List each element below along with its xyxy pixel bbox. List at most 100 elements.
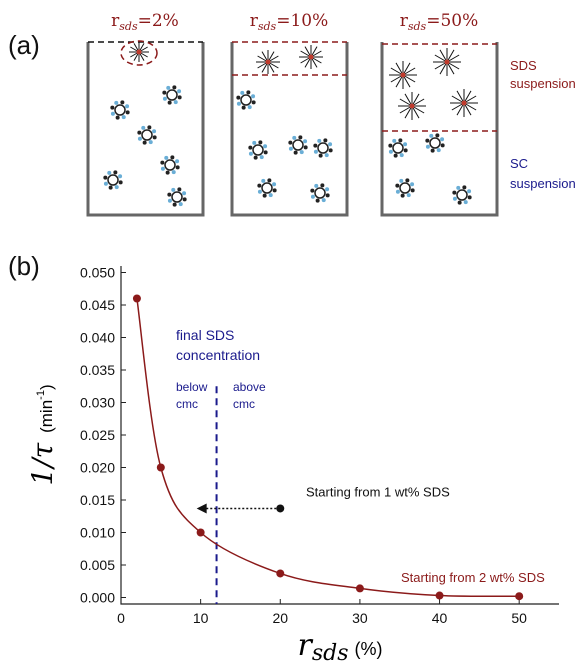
subscript: sds <box>119 20 138 33</box>
core <box>141 129 153 141</box>
interfaces <box>88 40 497 132</box>
panel-label: (a) <box>8 30 40 60</box>
highlight <box>120 40 158 66</box>
sc-particle <box>236 90 256 110</box>
surfactant <box>142 140 147 145</box>
surfactant <box>160 166 165 171</box>
surfactant <box>115 115 120 120</box>
surfactant <box>288 140 293 145</box>
surfactant <box>248 145 253 150</box>
container-label: rsds=2% <box>111 11 179 33</box>
surfactant <box>141 125 146 130</box>
surfactant <box>253 155 258 160</box>
surfactant <box>251 100 256 105</box>
surfactant <box>236 101 241 106</box>
surfactant <box>241 105 246 110</box>
surfactant <box>328 148 333 153</box>
sc-particle <box>313 138 333 158</box>
unit-exponent: -1 <box>35 390 47 400</box>
container-label: rsds=10% <box>250 11 329 33</box>
surfactant <box>118 180 123 185</box>
particles <box>103 42 478 207</box>
surfactant <box>320 183 325 188</box>
surfactant <box>259 155 264 160</box>
sc-label: suspension <box>510 176 576 191</box>
surfactant <box>410 188 415 193</box>
surfactant <box>236 95 241 100</box>
x-tick-label: 30 <box>352 610 368 626</box>
sds-micelle <box>433 48 461 76</box>
surfactant <box>172 85 177 90</box>
unit-close: ) <box>37 384 56 390</box>
surfactant <box>430 148 435 153</box>
container <box>86 42 205 217</box>
symbol: r <box>250 11 259 31</box>
surfactant <box>310 188 315 193</box>
surfactant <box>398 138 403 143</box>
surfactant <box>395 189 400 194</box>
y-tick-label: 0.005 <box>80 557 115 573</box>
surfactant <box>107 170 112 175</box>
annotation: cmc <box>176 397 198 411</box>
subscript: sds <box>408 20 427 33</box>
surfactant <box>103 181 108 186</box>
sc-particle <box>395 178 415 198</box>
annotation: above <box>233 380 266 394</box>
surfactant <box>263 144 268 149</box>
annotation: cmc <box>233 397 255 411</box>
core <box>392 142 404 154</box>
data-point <box>355 584 364 593</box>
symbol: r <box>111 11 120 31</box>
surfactant <box>436 148 441 153</box>
core <box>461 100 467 106</box>
surfactant <box>392 138 397 143</box>
core <box>444 59 450 65</box>
surfactant <box>171 187 176 192</box>
surfactant <box>425 144 430 149</box>
surfactant <box>403 148 408 153</box>
surfactant <box>410 182 415 187</box>
surfactant <box>425 138 430 143</box>
sc-particle <box>248 140 268 160</box>
surfactant <box>405 178 410 183</box>
surfactant <box>440 143 445 148</box>
surfactant <box>262 193 267 198</box>
symbol: r <box>297 628 313 663</box>
surfactant <box>435 133 440 138</box>
surfactant <box>463 200 468 205</box>
core <box>240 94 252 106</box>
surfactant <box>452 190 457 195</box>
surfactant <box>321 198 326 203</box>
y-tick-label: 0.040 <box>80 330 115 346</box>
surfactant <box>303 145 308 150</box>
value: =10% <box>276 11 328 31</box>
surfactant <box>148 140 153 145</box>
core <box>114 104 126 116</box>
sc-particle <box>425 133 445 153</box>
surfactant <box>152 135 157 140</box>
data-point <box>276 569 285 578</box>
surfactant <box>178 202 183 207</box>
surfactant <box>299 150 304 155</box>
surfactant <box>395 183 400 188</box>
y-tick-label: 0.025 <box>80 427 115 443</box>
x-tick-label: 0 <box>117 610 125 626</box>
surfactant <box>292 135 297 140</box>
surfactant <box>257 183 262 188</box>
sds-label: SDS <box>510 58 537 73</box>
surfactant <box>177 95 182 100</box>
surfactant <box>182 197 187 202</box>
surfactant <box>113 170 118 175</box>
surfactant <box>114 100 119 105</box>
data-point <box>196 528 205 537</box>
core <box>409 103 415 109</box>
chart: 0.000 0.005 0.010 0.015 0.020 0.025 0.030 0.035… <box>26 265 559 663</box>
surfactant <box>162 96 167 101</box>
surfactant <box>399 178 404 183</box>
surfactant <box>175 159 180 164</box>
sc-particle <box>310 183 330 203</box>
surfactant <box>272 188 277 193</box>
core <box>164 159 176 171</box>
surfactant <box>121 115 126 120</box>
annotation: final SDS <box>176 327 234 343</box>
